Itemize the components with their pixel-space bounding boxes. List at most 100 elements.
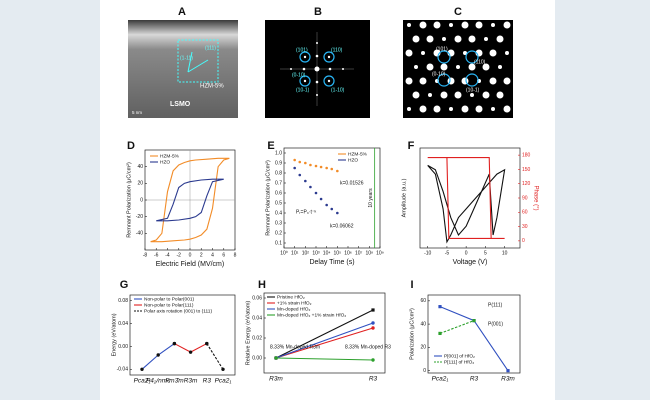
series-line <box>206 343 224 370</box>
x-tick-label: 10⁰ <box>280 250 288 256</box>
lattice-dot <box>426 63 434 71</box>
lattice-dot <box>482 91 490 99</box>
point <box>438 305 442 309</box>
point <box>298 173 302 177</box>
lattice-dot <box>475 105 483 113</box>
point <box>309 163 312 167</box>
diffraction-image: (101) (110) (0-10) (10-1) <box>403 20 513 118</box>
legend-label: HZM-5% <box>348 151 368 157</box>
image-label: (111) <box>205 45 216 51</box>
x-tick-label: -8 <box>143 252 148 258</box>
point <box>274 356 278 360</box>
lattice-dot <box>475 21 483 29</box>
lattice-dot <box>482 63 490 71</box>
panel-letter: C <box>454 6 462 18</box>
lattice-dot <box>505 51 509 55</box>
y-axis-label: Remnant Polarization (μC/cm²) <box>126 162 132 238</box>
y-tick-label: 0.5 <box>275 200 282 206</box>
y-axis-label: Remnant Polarization (μC/cm²) <box>265 160 271 236</box>
lattice-dot <box>426 35 434 43</box>
series-line <box>439 320 475 334</box>
panel-letter: E <box>267 140 274 152</box>
y-tick-label: 40 <box>420 321 426 327</box>
lattice-dot <box>463 51 467 55</box>
y-tick-label: 20 <box>420 345 426 351</box>
panel-letter: G <box>120 279 129 291</box>
y2-tick-label: 150 <box>522 167 531 173</box>
x-tick-label: 6 <box>222 252 225 258</box>
point <box>371 308 375 312</box>
image-label: (0-10) <box>292 72 306 78</box>
image-label: (10-1) <box>296 87 310 93</box>
lattice-dot <box>440 91 448 99</box>
lattice-dot <box>412 91 420 99</box>
x-tick-label: -10 <box>424 250 431 256</box>
y-tick-label: 0.00 <box>252 355 262 361</box>
series-line <box>275 322 374 359</box>
x-tick-label: R3m <box>269 376 283 383</box>
series-line <box>427 156 505 240</box>
point <box>314 164 318 168</box>
y-tick-label: 0.2 <box>275 230 282 236</box>
y2-tick-label: 180 <box>522 152 531 158</box>
x-axis-label: Electric Field (MV/cm) <box>156 261 224 268</box>
lattice-dot <box>461 105 469 113</box>
lattice-dot <box>454 35 462 43</box>
y-tick-label: 0.3 <box>275 220 282 226</box>
annotation: P(001) <box>488 321 503 327</box>
x-tick-label: 10⁷ <box>355 250 363 256</box>
image-label: (1-10) <box>331 87 345 93</box>
y2-tick-label: 0 <box>522 238 525 244</box>
x-tick-label: R3 <box>369 376 378 383</box>
y-axis-label: Relative Energy (eV/atom) <box>245 301 251 366</box>
lattice-dot <box>456 65 460 69</box>
x-tick-label: 10⁴ <box>323 250 331 256</box>
point <box>172 341 177 346</box>
lattice-dot <box>433 21 441 29</box>
fft-image: (101) (110) (0-10) (1-10) (10-1) <box>265 20 370 118</box>
annotation: k=0.01526 <box>340 180 364 186</box>
lattice-dot <box>470 93 474 97</box>
tem-image: (111) (1-11) HZM-5% LSMO 5 nm <box>128 20 238 118</box>
lattice-dot <box>489 49 497 57</box>
series-line <box>156 178 224 222</box>
lattice-dot <box>433 105 441 113</box>
x-tick-label: 8 <box>234 252 237 258</box>
annotation: P(111) <box>488 302 503 308</box>
point <box>438 331 442 336</box>
point <box>298 160 302 164</box>
x-tick-label: 2 <box>200 252 203 258</box>
lattice-dot <box>428 93 432 97</box>
lattice-dot <box>414 65 418 69</box>
point <box>293 166 296 170</box>
y-tick-label: 0.9 <box>275 160 282 166</box>
image-label: (110) <box>331 47 343 53</box>
x-tick-label: 10² <box>302 250 310 256</box>
point <box>304 179 307 183</box>
lattice-dot <box>449 23 453 27</box>
lattice-dot <box>421 51 425 55</box>
point <box>319 197 323 201</box>
x-tick-label: -6 <box>154 252 159 258</box>
point <box>325 166 328 170</box>
point <box>371 326 375 330</box>
x-tick-label: 10⁹ <box>376 250 384 256</box>
x-tick-label: R3 <box>203 378 212 385</box>
x-tick-label: Pca2₁ <box>215 378 232 385</box>
image-label: (110) <box>474 59 486 65</box>
y-tick-label: -40 <box>136 231 143 237</box>
point <box>472 319 476 323</box>
legend-label: Non-polar to Polar(001) <box>144 296 195 302</box>
y-tick-label: -0.04 <box>117 367 129 373</box>
lattice-dot <box>419 77 427 85</box>
point <box>156 353 160 357</box>
series-line <box>150 157 230 243</box>
annotation: k=0.06062 <box>330 223 354 229</box>
lattice-dot <box>419 105 427 113</box>
lattice-dot <box>498 65 502 69</box>
x-tick-label: R3m <box>501 376 515 383</box>
annotation: Pᵣ=P₀·t⁻ᵏ <box>296 209 317 215</box>
legend-label: P[111] of HfO₂ <box>444 359 474 365</box>
x-tick-label: Pca2₁ <box>134 378 151 385</box>
y-tick-label: 20 <box>137 181 143 187</box>
